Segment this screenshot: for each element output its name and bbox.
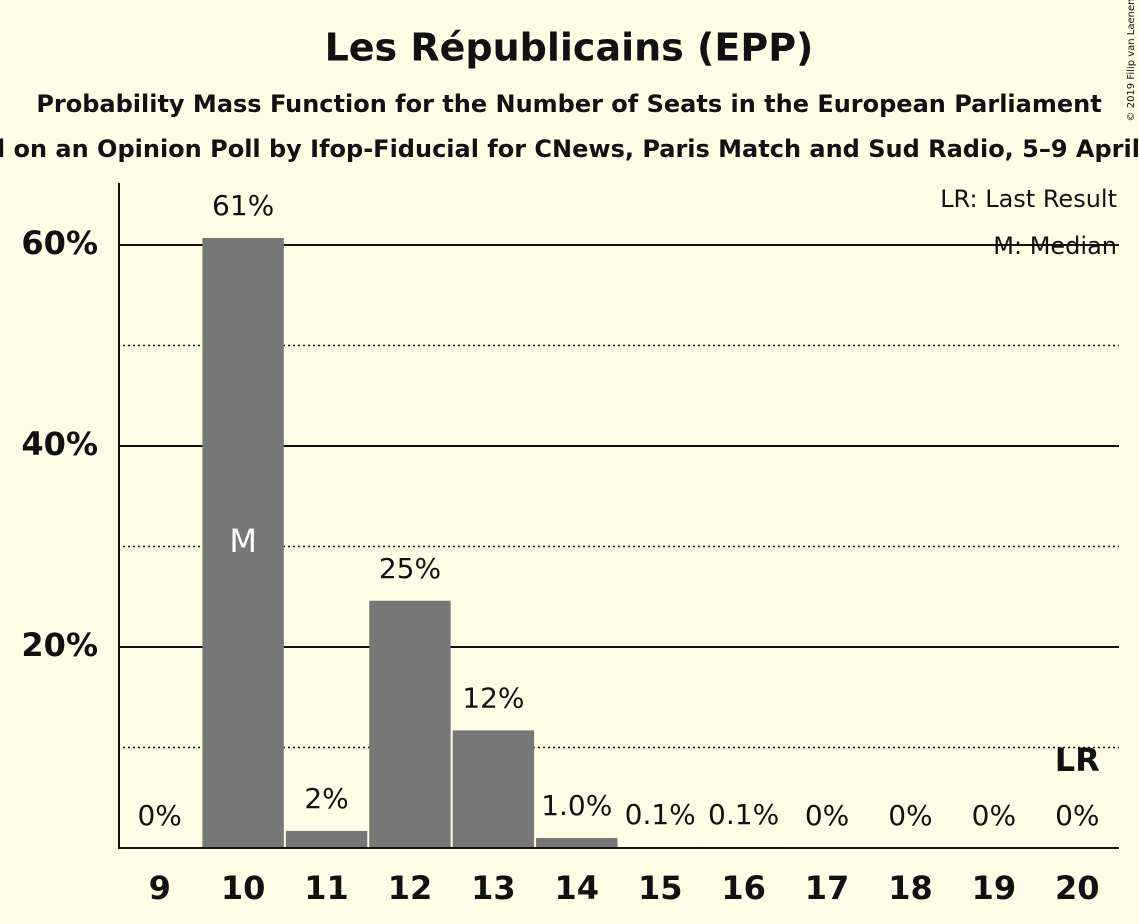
x-tick-label: 18 bbox=[888, 869, 933, 907]
value-label: 0% bbox=[972, 799, 1016, 832]
value-label: 25% bbox=[379, 552, 441, 585]
value-label: 0% bbox=[137, 799, 181, 832]
source-note: Based on an Opinion Poll by Ifop-Fiducia… bbox=[0, 135, 1139, 163]
value-label: 0% bbox=[888, 799, 932, 832]
last-result-marker: LR bbox=[1055, 741, 1100, 779]
x-tick-label: 17 bbox=[805, 869, 850, 907]
chart-title: Les Républicains (EPP) bbox=[325, 26, 814, 70]
legend-entry: LR: Last Result bbox=[940, 185, 1117, 213]
value-label: 0% bbox=[1055, 799, 1099, 832]
x-tick-label: 20 bbox=[1055, 869, 1100, 907]
x-tick-label: 9 bbox=[149, 869, 171, 907]
value-label: 12% bbox=[462, 681, 524, 714]
value-label: 0.1% bbox=[625, 798, 696, 831]
value-label: 2% bbox=[304, 782, 348, 815]
value-label: 0.1% bbox=[708, 798, 779, 831]
x-tick-label: 11 bbox=[304, 869, 349, 907]
bar bbox=[369, 600, 451, 848]
x-tick-label: 10 bbox=[221, 869, 266, 907]
x-tick-label: 15 bbox=[638, 869, 683, 907]
value-label: 61% bbox=[212, 189, 274, 222]
x-tick-label: 19 bbox=[972, 869, 1017, 907]
bar bbox=[452, 730, 535, 848]
y-tick-label: 60% bbox=[21, 224, 98, 262]
x-tick-label: 13 bbox=[471, 869, 516, 907]
value-label: 1.0% bbox=[541, 789, 612, 822]
bar bbox=[536, 837, 618, 848]
x-tick-label: 12 bbox=[388, 869, 433, 907]
x-tick-label: 16 bbox=[721, 869, 766, 907]
chart-subtitle: Probability Mass Function for the Number… bbox=[36, 90, 1101, 118]
bar bbox=[285, 830, 368, 848]
x-tick-label: 14 bbox=[555, 869, 600, 907]
y-tick-label: 40% bbox=[21, 425, 98, 463]
value-label: 0% bbox=[805, 799, 849, 832]
bar bbox=[202, 237, 284, 849]
copyright: © 2019 Filip van Laenen bbox=[1126, 0, 1137, 121]
y-tick-label: 20% bbox=[21, 626, 98, 664]
median-marker: M bbox=[229, 522, 257, 560]
